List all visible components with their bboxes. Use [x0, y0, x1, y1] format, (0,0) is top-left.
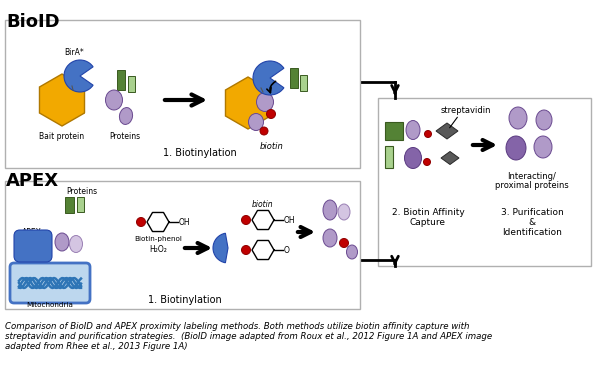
Ellipse shape: [248, 113, 263, 131]
Ellipse shape: [257, 92, 274, 111]
Text: Proteins: Proteins: [67, 187, 98, 196]
Polygon shape: [40, 74, 85, 126]
Text: proximal proteins: proximal proteins: [495, 181, 569, 190]
Text: streptavidin: streptavidin: [441, 106, 491, 115]
Ellipse shape: [425, 131, 431, 138]
Ellipse shape: [137, 218, 146, 227]
Text: APEX: APEX: [22, 228, 42, 237]
Bar: [385, 122, 403, 140]
Ellipse shape: [536, 110, 552, 130]
Wedge shape: [213, 233, 228, 263]
Text: Comparison of BioID and APEX proximity labeling methods. Both methods utilize bi: Comparison of BioID and APEX proximity l…: [5, 322, 470, 331]
Text: adapted from Rhee et al., 2013 Figure 1A): adapted from Rhee et al., 2013 Figure 1A…: [5, 342, 188, 351]
Ellipse shape: [404, 147, 421, 169]
Ellipse shape: [241, 245, 251, 254]
Ellipse shape: [340, 239, 349, 248]
Ellipse shape: [323, 229, 337, 247]
FancyBboxPatch shape: [5, 20, 360, 168]
Ellipse shape: [406, 120, 420, 140]
Ellipse shape: [534, 136, 552, 158]
Bar: [300, 75, 307, 91]
Ellipse shape: [266, 110, 275, 119]
Text: OH: OH: [284, 215, 296, 224]
Text: streptavidin and purification strategies.  (BioID image adapted from Roux et al.: streptavidin and purification strategies…: [5, 332, 492, 341]
Bar: [77, 197, 84, 212]
Bar: [128, 76, 135, 92]
Text: Identification: Identification: [502, 228, 562, 237]
Polygon shape: [436, 123, 458, 139]
Text: Biotin-phenol: Biotin-phenol: [134, 236, 182, 242]
Ellipse shape: [70, 236, 83, 252]
Ellipse shape: [323, 200, 337, 220]
Text: Interacting/: Interacting/: [508, 172, 556, 181]
Bar: [290, 68, 298, 88]
Ellipse shape: [241, 215, 251, 224]
Ellipse shape: [260, 127, 268, 135]
Text: biotin: biotin: [252, 200, 274, 209]
Bar: [385, 146, 393, 168]
Text: BirA*: BirA*: [64, 48, 84, 57]
Ellipse shape: [338, 204, 350, 220]
Wedge shape: [253, 61, 284, 95]
Text: BioID: BioID: [6, 13, 59, 31]
Text: APEX: APEX: [6, 172, 59, 190]
Text: biotin: biotin: [260, 142, 284, 151]
Text: O: O: [284, 245, 290, 254]
Bar: [117, 70, 125, 90]
Ellipse shape: [509, 107, 527, 129]
FancyBboxPatch shape: [10, 263, 90, 303]
Text: Bait protein: Bait protein: [40, 132, 85, 141]
Ellipse shape: [119, 108, 133, 125]
Ellipse shape: [347, 245, 358, 259]
Ellipse shape: [55, 233, 69, 251]
Text: Proteins: Proteins: [109, 132, 140, 141]
Text: 1. Biotinylation: 1. Biotinylation: [163, 148, 237, 158]
Text: Mitochondria: Mitochondria: [26, 302, 73, 308]
Text: Capture: Capture: [410, 218, 446, 227]
FancyBboxPatch shape: [378, 98, 591, 266]
Text: H₂O₂: H₂O₂: [149, 245, 167, 254]
Ellipse shape: [506, 136, 526, 160]
Polygon shape: [441, 151, 459, 165]
Ellipse shape: [424, 159, 431, 166]
Polygon shape: [226, 77, 271, 129]
Wedge shape: [64, 60, 93, 92]
FancyBboxPatch shape: [5, 181, 360, 309]
Ellipse shape: [106, 90, 122, 110]
Text: &: &: [529, 218, 536, 227]
Text: 3. Purification: 3. Purification: [500, 208, 563, 217]
FancyBboxPatch shape: [14, 230, 52, 262]
Text: 1. Biotinylation: 1. Biotinylation: [148, 295, 222, 305]
Text: OH: OH: [179, 218, 191, 227]
Text: 2. Biotin Affinity: 2. Biotin Affinity: [392, 208, 464, 217]
Bar: [65, 197, 74, 213]
